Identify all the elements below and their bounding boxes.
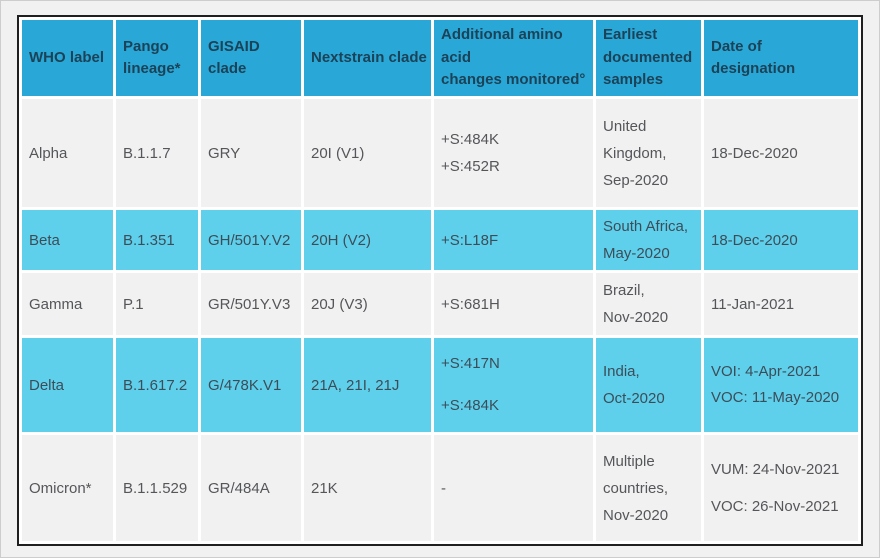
- table-cell: Omicron*: [22, 435, 113, 541]
- table-cell: GR/484A: [201, 435, 301, 541]
- table-cell: -: [434, 435, 593, 541]
- table-cell: GR/501Y.V3: [201, 273, 301, 335]
- table-cell: +S:484K +S:452R: [434, 99, 593, 207]
- column-header: Date of designation: [704, 20, 858, 96]
- table-cell: B.1.617.2: [116, 338, 198, 432]
- table-cell: 20H (V2): [304, 210, 431, 270]
- table-cell: G/478K.V1: [201, 338, 301, 432]
- table-cell: B.1.351: [116, 210, 198, 270]
- column-header: GISAID clade: [201, 20, 301, 96]
- table-cell: 20J (V3): [304, 273, 431, 335]
- table-cell: VUM: 24-Nov-2021 VOC: 26-Nov-2021: [704, 435, 858, 541]
- table-cell: United Kingdom, Sep-2020: [596, 99, 701, 207]
- table-cell: Gamma: [22, 273, 113, 335]
- table-cell: 18-Dec-2020: [704, 210, 858, 270]
- table-cell: B.1.1.7: [116, 99, 198, 207]
- header-row: WHO label Pango lineage* GISAID clade Nexts…: [22, 20, 858, 96]
- variants-table: WHO label Pango lineage* GISAID clade Nexts…: [17, 15, 863, 546]
- table-cell: 21A, 21I, 21J: [304, 338, 431, 432]
- table-cell: Delta: [22, 338, 113, 432]
- table-cell: 20I (V1): [304, 99, 431, 207]
- table-cell: South Africa, May-2020: [596, 210, 701, 270]
- table-cell: Multiple countries, Nov-2020: [596, 435, 701, 541]
- column-header: WHO label: [22, 20, 113, 96]
- table-header: WHO label Pango lineage* GISAID clade Nexts…: [22, 20, 858, 96]
- table-cell: +S:681H: [434, 273, 593, 335]
- table-row: Gamma P.1 GR/501Y.V3 20J (V3) +S:681H Brazil,…: [22, 273, 858, 335]
- table-cell: +S:L18F: [434, 210, 593, 270]
- table-row: Delta B.1.617.2 G/478K.V1 21A, 21I, 21J +S:4…: [22, 338, 858, 432]
- table-cell: P.1: [116, 273, 198, 335]
- table-cell: B.1.1.529: [116, 435, 198, 541]
- table-cell: India, Oct-2020: [596, 338, 701, 432]
- table-cell: Alpha: [22, 99, 113, 207]
- table-row: Alpha B.1.1.7 GRY 20I (V1) +S:484K +S:452R Un…: [22, 99, 858, 207]
- table-cell: +S:417N +S:484K: [434, 338, 593, 432]
- table-row: Beta B.1.351 GH/501Y.V2 20H (V2) +S:L18F Sout…: [22, 210, 858, 270]
- table-cell: 21K: [304, 435, 431, 541]
- column-header: Pango lineage*: [116, 20, 198, 96]
- table-cell: VOI: 4-Apr-2021 VOC: 11-May-2020: [704, 338, 858, 432]
- table-body: Alpha B.1.1.7 GRY 20I (V1) +S:484K +S:452R Un…: [22, 99, 858, 541]
- column-header: Additional amino acid changes monitored°: [434, 20, 593, 96]
- table-cell: GRY: [201, 99, 301, 207]
- table-cell: GH/501Y.V2: [201, 210, 301, 270]
- table-cell: Beta: [22, 210, 113, 270]
- table-row: Omicron* B.1.1.529 GR/484A 21K - Multiple cou…: [22, 435, 858, 541]
- column-header: Nextstrain clade: [304, 20, 431, 96]
- table-cell: 11-Jan-2021: [704, 273, 858, 335]
- table-cell: Brazil, Nov-2020: [596, 273, 701, 335]
- table-cell: 18-Dec-2020: [704, 99, 858, 207]
- column-header: Earliest documented samples: [596, 20, 701, 96]
